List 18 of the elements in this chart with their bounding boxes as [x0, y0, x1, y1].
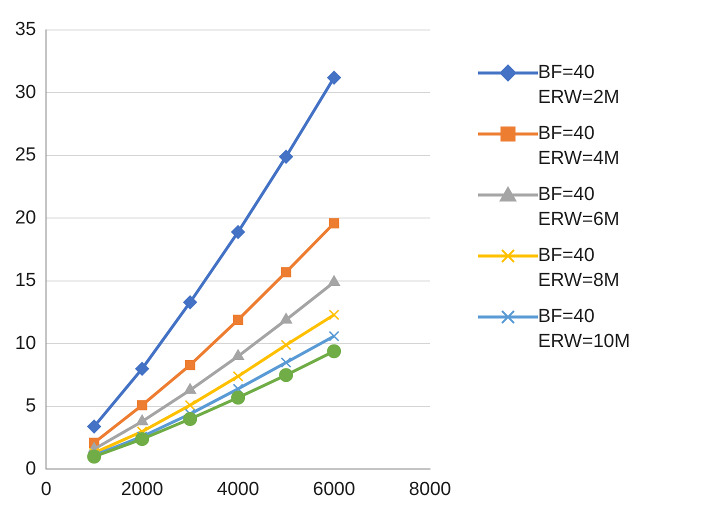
y-tick-label: 30 [14, 82, 36, 103]
y-tick-label: 15 [14, 270, 36, 292]
y-tick-label: 20 [14, 207, 36, 228]
y-tick-label: 25 [14, 144, 36, 166]
y-tick-label: 0 [26, 458, 36, 480]
legend-label: BF=40 ERW=10M [538, 305, 632, 354]
legend-label: BF=40 ERW=8M [538, 244, 620, 293]
x-tick-label: 8000 [408, 478, 452, 500]
x-tick-label: 0 [40, 478, 52, 500]
y-tick-label: 35 [14, 19, 36, 40]
y-tick-label: 10 [14, 332, 36, 354]
x-tick-label: 2000 [120, 478, 164, 500]
y-tick-label: 5 [26, 396, 36, 417]
legend-label: BF=40 ERW=2M [538, 61, 620, 110]
legend-label: BF=40 ERW=6M [538, 183, 620, 232]
x-tick-label: 6000 [312, 478, 356, 500]
legend-label: BF=40 ERW=4M [538, 122, 620, 171]
x-tick-label: 4000 [216, 478, 260, 500]
